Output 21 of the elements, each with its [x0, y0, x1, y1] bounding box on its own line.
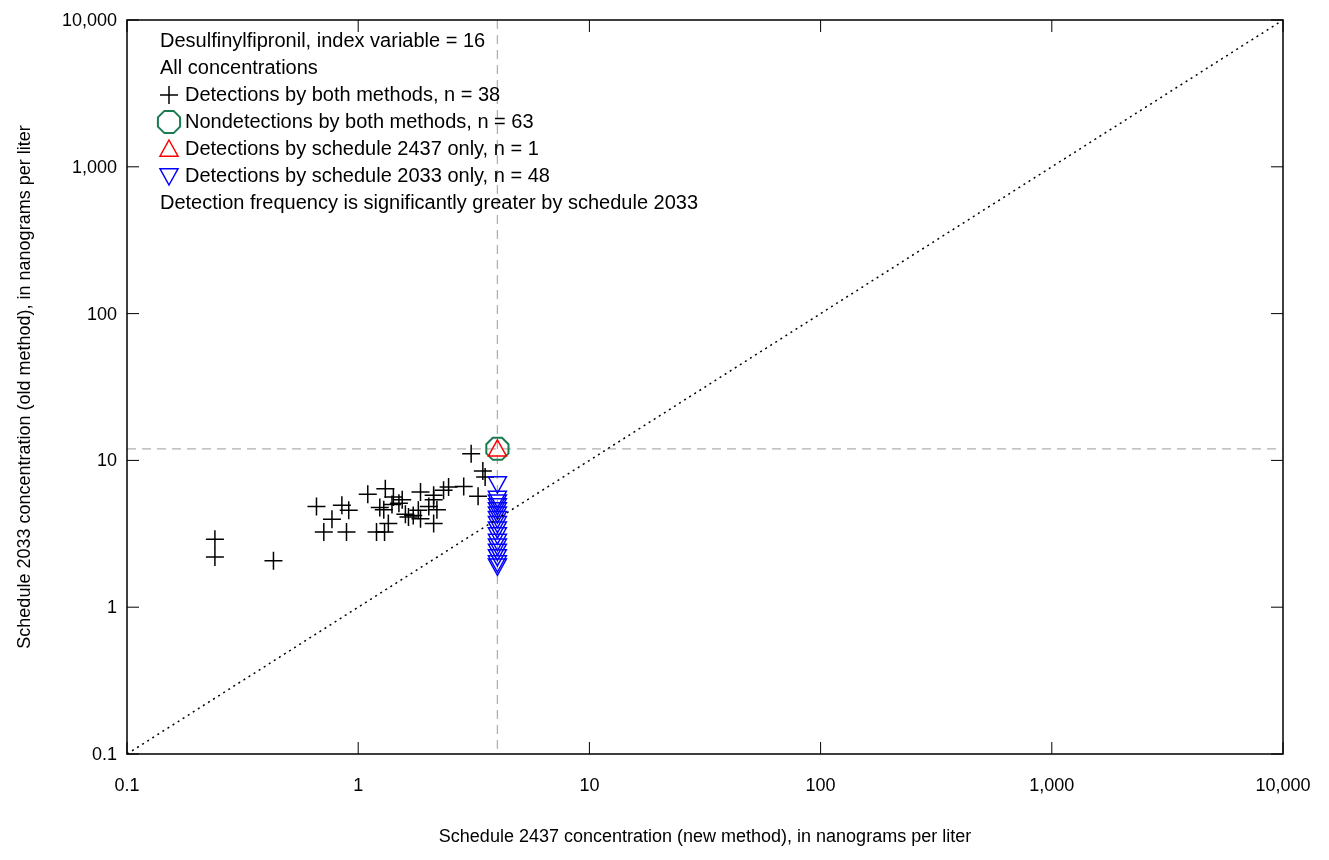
y-tick-label: 100: [86, 303, 117, 324]
legend-label: Detections by schedule 2033 only, n = 48: [185, 164, 550, 186]
x-axis-title: Schedule 2437 concentration (new method), in nanograms per liter: [438, 826, 972, 846]
y-tick-label: 10,000: [61, 10, 117, 30]
x-tick-label: 100: [805, 775, 836, 795]
legend-label: Detections by both methods, n = 38: [185, 83, 501, 105]
text: All concentrations: [160, 56, 318, 78]
y-tick-label: 1: [106, 597, 117, 618]
chart-title: Desulfinylfipronil, index variable = 16: [160, 29, 486, 51]
legend-label: Nondetections by both methods, n = 63: [185, 110, 534, 132]
y-tick-label: 10: [96, 450, 117, 471]
annotation: Detection frequency is significantly greater by schedule 2033: [160, 191, 699, 213]
legend-label: Detections by schedule 2437 only, n = 1: [185, 137, 539, 159]
y-tick-label: 1,000: [71, 156, 117, 177]
x-tick-label: 1,000: [1029, 775, 1075, 795]
x-tick-label: 0.1: [114, 775, 140, 795]
x-tick-label: 10,000: [1255, 775, 1311, 795]
y-tick-label: 0.1: [91, 744, 117, 764]
x-tick-label: 10: [579, 775, 600, 795]
y-axis-title: Schedule 2033 concentration (old method), in nanograms per liter: [14, 125, 34, 649]
x-tick-label: 1: [353, 775, 364, 795]
